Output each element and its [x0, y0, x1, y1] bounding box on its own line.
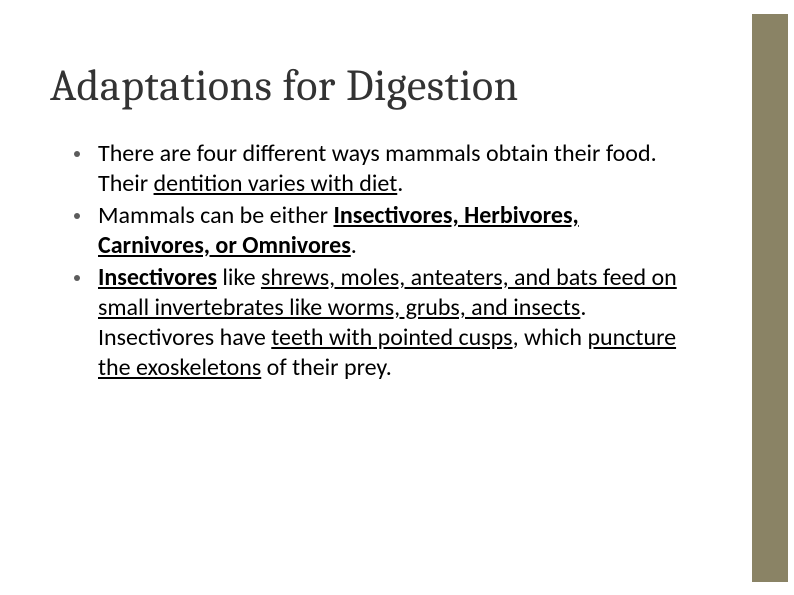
- bullet-item: Insectivores like shrews, moles, anteate…: [98, 263, 690, 383]
- slide: Adaptations for Digestion There are four…: [0, 0, 794, 595]
- text-run: Mammals can be either: [98, 201, 333, 230]
- text-run: .: [351, 231, 357, 260]
- text-run: Insectivores: [98, 263, 217, 292]
- bullet-list: There are four different ways mammals ob…: [50, 139, 690, 383]
- text-run: .: [397, 169, 403, 198]
- text-run: , which: [513, 323, 588, 352]
- text-run: like: [217, 263, 261, 292]
- bullet-item: Mammals can be either Insectivores, Herb…: [98, 201, 690, 261]
- bullet-item: There are four different ways mammals ob…: [98, 139, 690, 199]
- text-run: teeth with pointed cusps: [271, 323, 512, 352]
- text-run: dentition varies with diet: [154, 169, 398, 198]
- slide-title: Adaptations for Digestion: [50, 60, 744, 111]
- text-run: of their prey.: [261, 353, 392, 382]
- accent-bar: [752, 14, 788, 582]
